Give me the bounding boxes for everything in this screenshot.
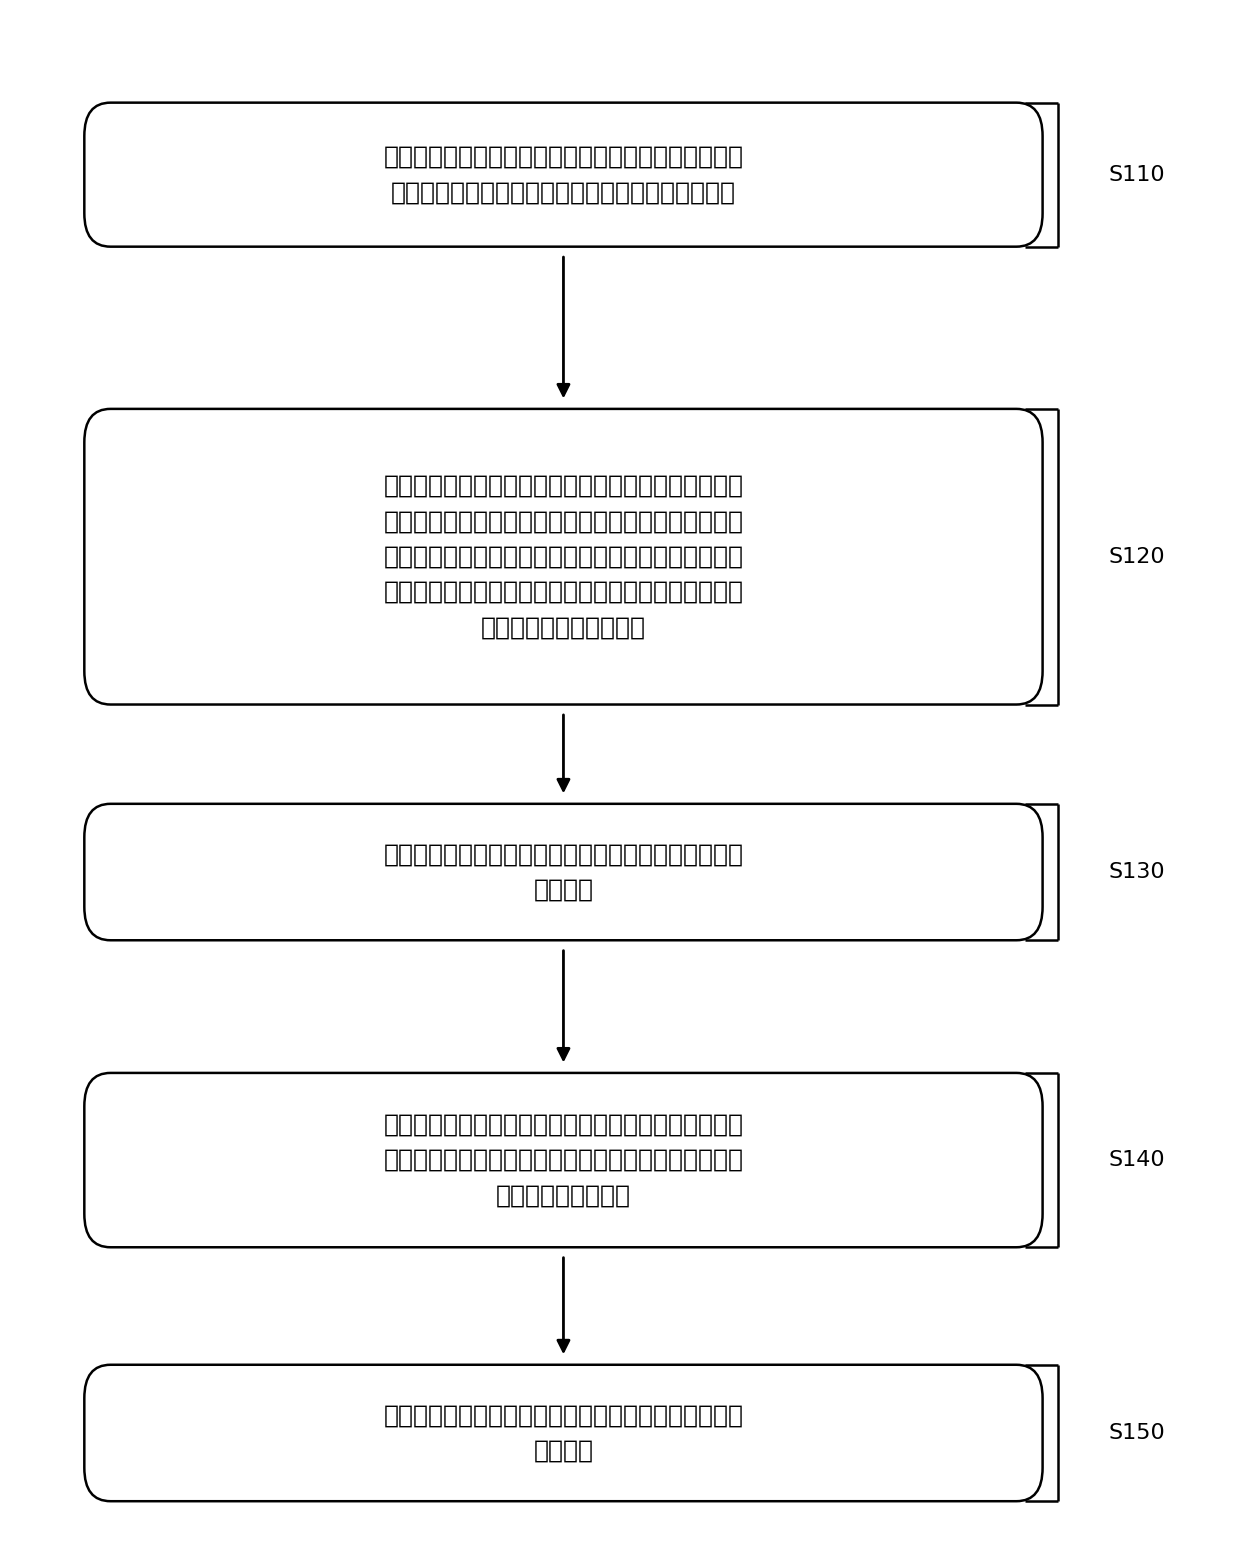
FancyBboxPatch shape <box>84 804 1043 941</box>
Text: 利用所述非线性关系确定待识别测井的海绿石砂岩中海
绿石含量: 利用所述非线性关系确定待识别测井的海绿石砂岩中海 绿石含量 <box>383 1403 744 1462</box>
Text: S150: S150 <box>1109 1423 1164 1443</box>
Text: S130: S130 <box>1109 862 1164 882</box>
Text: 将所述海绿石含量的幅度值与所述海绿石含量识别因子
进行非线性回归处理，得到海绿石含量与海绿石含量识
别因子的非线性关系: 将所述海绿石含量的幅度值与所述海绿石含量识别因子 进行非线性回归处理，得到海绿石… <box>383 1112 744 1208</box>
FancyBboxPatch shape <box>84 1074 1043 1247</box>
Text: 制作参考测井的体积密度测井曲线与中子孔隙度测井曲
线的重叠曲线，根据所述重叠曲线识别出海绿石砂岩: 制作参考测井的体积密度测井曲线与中子孔隙度测井曲 线的重叠曲线，根据所述重叠曲线… <box>383 145 744 204</box>
Text: S110: S110 <box>1109 164 1164 184</box>
FancyBboxPatch shape <box>84 1364 1043 1501</box>
Text: 获取所述参考测井中海绿石砂岩对应岩心的海绿石含量
的幅度值，将所述海绿石含量的幅度值与对应的所述体
积密度测井曲线、所述中子孔隙度测井曲线进行多元线
性回归，得: 获取所述参考测井中海绿石砂岩对应岩心的海绿石含量 的幅度值，将所述海绿石含量的幅… <box>383 473 744 639</box>
Text: S120: S120 <box>1109 546 1164 566</box>
FancyBboxPatch shape <box>84 102 1043 246</box>
FancyBboxPatch shape <box>84 408 1043 704</box>
Text: 根据所述线性关系计算得到所述参考测井的海绿石含量
识别因子: 根据所述线性关系计算得到所述参考测井的海绿石含量 识别因子 <box>383 843 744 902</box>
Text: S140: S140 <box>1109 1149 1164 1170</box>
